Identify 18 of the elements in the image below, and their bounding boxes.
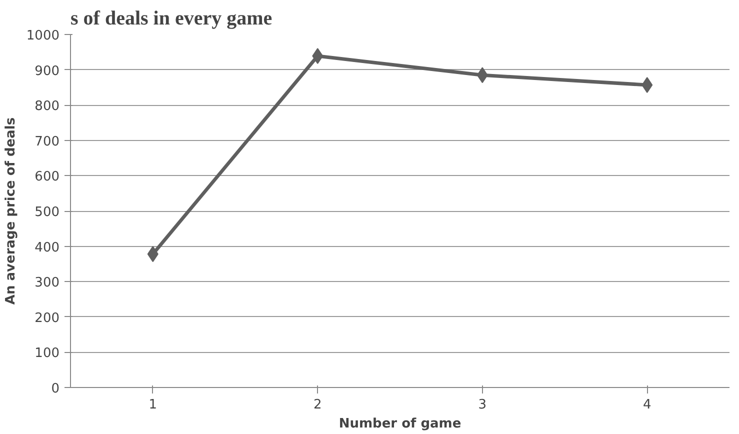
y-tick-label: 200 [34, 310, 60, 326]
y-tick-label: 300 [34, 276, 60, 291]
x-axis-title: Number of game [338, 416, 462, 432]
y-tick-label: 400 [34, 240, 60, 256]
y-tick-label: 800 [34, 99, 60, 114]
y-tick-label: 100 [34, 346, 60, 362]
chart-title: s of deals in every game [70, 8, 272, 30]
x-tick-label: 1 [148, 398, 158, 412]
y-tick-label: 0 [51, 382, 60, 396]
x-tick-label: 3 [478, 398, 487, 412]
y-tick-label: 700 [34, 134, 60, 150]
y-tick-label: 1000 [26, 28, 60, 44]
y-tick-label: 500 [34, 205, 60, 220]
y-tick-label: 600 [34, 170, 60, 185]
y-axis-title: An average price of deals [3, 117, 18, 305]
x-tick-label: 2 [313, 398, 322, 412]
x-tick-label: 4 [642, 398, 652, 412]
y-tick-label: 900 [34, 64, 60, 79]
